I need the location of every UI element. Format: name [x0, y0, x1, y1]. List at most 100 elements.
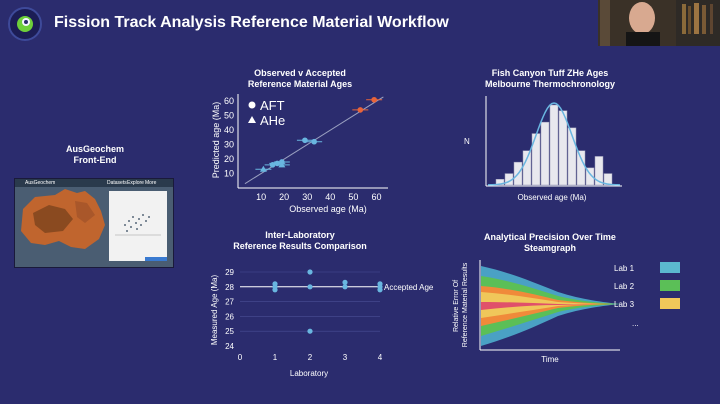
x-tick-label: 4 — [378, 353, 383, 362]
chart-legend: AFT AHe — [248, 98, 285, 128]
legend-label-lab3: Lab 3 — [614, 300, 635, 309]
legend-swatch-lab1 — [660, 262, 680, 273]
x-tick-label: 60 — [371, 192, 381, 202]
stream-layer-inner — [481, 302, 620, 310]
x-tick-label: 2 — [308, 353, 313, 362]
observed-subtitle: Reference Material Ages — [247, 79, 353, 89]
frontend-section-heading: AusGeochem Front-End — [40, 144, 150, 166]
legend-triangle-marker — [248, 116, 256, 123]
screenshot-menu-explore: Explore — [127, 180, 144, 186]
logo-icon — [17, 16, 33, 32]
observed-vs-accepted-chart: 10 20 30 40 50 60 10 20 30 40 50 60 AFT AHe Observe… — [211, 94, 388, 214]
data-point — [307, 284, 313, 290]
y-tick-label: 27 — [225, 298, 234, 307]
precision-title: Analytical Precision Over Time — [484, 232, 616, 242]
y-tick-label: 28 — [225, 283, 234, 292]
steamgraph-legend: Lab 1 Lab 2 Lab 3 ... — [614, 262, 680, 328]
histogram-bar — [558, 110, 568, 186]
observed-section-heading: Observed v Accepted Reference Material A… — [230, 68, 370, 90]
y-axis-title: N — [464, 137, 470, 146]
legend-label-lab1: Lab 1 — [614, 264, 635, 273]
legend-swatch-lab3 — [660, 298, 680, 309]
data-point — [342, 279, 348, 285]
y-axis-title-line2: Reference Material Results — [462, 262, 469, 347]
y-axis-title: Predicted age (Ma) — [211, 102, 221, 179]
x-tick-label: 20 — [279, 192, 289, 202]
ausgeochem-screenshot: AusGeochem Datasets Explore More — [14, 178, 174, 268]
histogram-bar — [495, 179, 505, 186]
x-axis-title: Time — [541, 355, 559, 364]
data-point — [307, 269, 313, 275]
screenshot-topbar: AusGeochem Datasets Explore More — [15, 179, 173, 187]
screenshot-app-name: AusGeochem — [25, 180, 56, 186]
y-axis-title: Relative Error Of Reference Material Res… — [453, 262, 469, 347]
precision-subtitle: Steamgraph — [523, 243, 576, 253]
y-axis-title-line1: Relative Error Of — [453, 280, 460, 332]
y-tick-label: 60 — [224, 96, 234, 106]
y-tick-label: 30 — [224, 140, 234, 150]
data-point — [342, 284, 348, 290]
legend-circle-marker — [248, 101, 256, 109]
fishcanyon-subtitle: Melbourne Thermochronology — [484, 79, 615, 89]
legend-label-lab2: Lab 2 — [614, 282, 635, 291]
interlab-comparison-chart: 24 25 26 27 28 29 0 1 2 3 4 Accepted Age Laboratory… — [210, 268, 434, 378]
histogram-bar — [567, 127, 577, 186]
histogram-bar — [585, 167, 595, 186]
legend-label-ahe: AHe — [260, 113, 285, 128]
histogram-bar — [522, 150, 532, 186]
app-logo — [8, 7, 42, 41]
steamgraph-chart: Time Relative Error Of Reference Materia… — [453, 260, 680, 364]
x-tick-label: 0 — [238, 353, 243, 362]
x-tick-label: 1 — [273, 353, 278, 362]
data-point — [371, 96, 377, 103]
x-axis-title: Observed age (Ma) — [289, 204, 367, 214]
x-tick-label: 40 — [325, 192, 335, 202]
page-title: Fission Track Analysis Reference Materia… — [54, 14, 449, 31]
data-point — [357, 107, 364, 113]
frontend-title: AusGeochem — [65, 144, 125, 154]
fishcanyon-title: Fish Canyon Tuff ZHe Ages — [491, 68, 609, 78]
y-tick-label: 24 — [225, 342, 234, 351]
y-tick-label: 50 — [224, 111, 234, 121]
histogram-bar — [540, 121, 550, 186]
screenshot-menu-more: More — [145, 180, 157, 186]
histogram-bar — [594, 156, 604, 186]
x-tick-label: 30 — [302, 192, 312, 202]
observed-title: Observed v Accepted — [254, 68, 346, 78]
data-point — [311, 138, 317, 145]
x-axis-title: Laboratory — [290, 369, 328, 378]
x-axis-title: Observed age (Ma) — [518, 193, 587, 202]
legend-label-aft: AFT — [260, 98, 285, 113]
data-point — [279, 159, 285, 165]
y-tick-label: 20 — [224, 154, 234, 164]
precision-section-heading: Analytical Precision Over Time Steamgrap… — [470, 232, 630, 254]
data-point — [272, 287, 278, 293]
interlab-title: Inter-Laboratory — [265, 230, 335, 240]
histogram-bar — [576, 150, 586, 186]
interlab-section-heading: Inter-Laboratory Reference Results Compa… — [230, 230, 370, 252]
frontend-subtitle: Front-End — [73, 155, 117, 165]
y-tick-label: 26 — [225, 312, 234, 321]
x-tick-label: 10 — [256, 192, 266, 202]
presenter-image — [598, 0, 720, 46]
data-point — [377, 287, 383, 293]
presenter-video — [598, 0, 720, 46]
y-tick-label: 25 — [225, 327, 234, 336]
screenshot-menu-datasets: Datasets — [107, 180, 127, 186]
y-tick-label: 29 — [225, 268, 234, 277]
data-point — [307, 328, 313, 334]
y-axis-title: Measured Age (Ma) — [210, 275, 219, 346]
fish-canyon-histogram: N Observed age (Ma) — [464, 96, 622, 202]
y-tick-label: 10 — [224, 169, 234, 179]
x-tick-label: 3 — [343, 353, 348, 362]
y-tick-label: 40 — [224, 125, 234, 135]
histogram-bar — [603, 173, 613, 186]
fishcanyon-section-heading: Fish Canyon Tuff ZHe Ages Melbourne Ther… — [480, 68, 620, 90]
data-point-triangle — [259, 165, 267, 172]
interlab-subtitle: Reference Results Comparison — [233, 241, 367, 251]
x-tick-label: 50 — [348, 192, 358, 202]
data-point — [302, 137, 308, 144]
screenshot-map — [15, 187, 173, 267]
fit-curve — [487, 102, 621, 186]
histogram-bar — [549, 104, 559, 186]
